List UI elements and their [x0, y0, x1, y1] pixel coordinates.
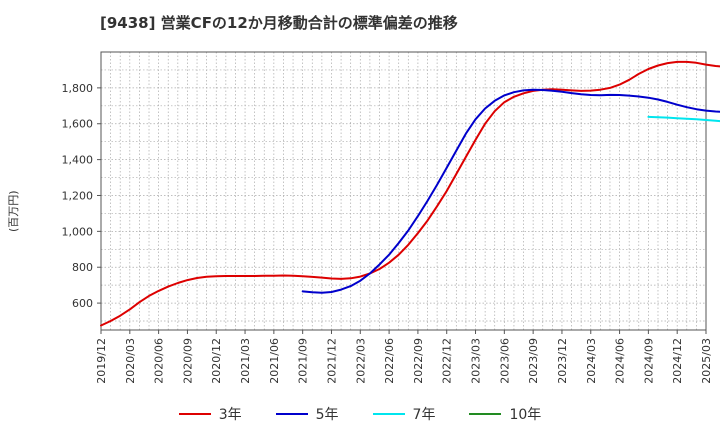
x-tick-label: 2023/09: [527, 338, 540, 384]
x-tick-label: 2024/09: [642, 338, 655, 384]
x-tick-label: 2019/12: [95, 338, 108, 384]
y-tick-label: 800: [72, 261, 93, 274]
y-tick-label: 1,000: [62, 225, 94, 238]
x-tick-label: 2022/12: [441, 338, 454, 384]
x-tick-label: 2021/06: [268, 338, 281, 384]
x-tick-label: 2023/06: [498, 338, 511, 384]
y-tick-label: 1,200: [62, 189, 94, 202]
x-tick-label: 2020/09: [181, 338, 194, 384]
legend-swatch: [469, 413, 502, 415]
x-tick-label: 2022/09: [412, 338, 425, 384]
legend-label: 7年: [412, 407, 436, 423]
y-tick-label: 1,400: [62, 154, 94, 167]
x-tick-label: 2020/06: [153, 338, 166, 384]
x-tick-label: 2020/03: [124, 338, 137, 384]
legend-item-3: 7年: [372, 404, 436, 424]
x-tick-label: 2023/12: [556, 338, 569, 384]
x-tick-label: 2021/03: [239, 338, 252, 384]
series-line-2: [301, 88, 720, 294]
x-tick-label: 2023/03: [470, 338, 483, 384]
series-line-1: [100, 60, 720, 327]
legend-label: 3年: [218, 407, 242, 423]
legend-swatch: [178, 413, 211, 415]
legend-item-4: 10年: [469, 404, 541, 424]
legend-label: 5年: [315, 407, 339, 423]
legend-item-2: 5年: [275, 404, 339, 424]
legend-item-1: 3年: [178, 404, 242, 424]
y-tick-label: 1,600: [62, 118, 94, 131]
x-tick-label: 2024/03: [585, 338, 598, 384]
x-tick-label: 2024/12: [671, 338, 684, 384]
x-tick-label: 2021/12: [325, 338, 338, 384]
x-tick-label: 2020/12: [210, 338, 223, 384]
series-line-3: [647, 115, 720, 123]
y-tick-label: 1,800: [62, 82, 94, 95]
plot-background: [101, 52, 706, 330]
x-tick-label: 2022/03: [354, 338, 367, 384]
x-tick-label: 2025/03: [700, 338, 713, 384]
legend-swatch: [275, 413, 308, 415]
x-tick-label: 2022/06: [383, 338, 396, 384]
chart-title: [9438] 営業CFの12か月移動合計の標準偏差の推移: [100, 14, 458, 32]
chart-area: 600 800 1,000 1,200 1,400 1,600 1,800 2019/12 20…: [62, 51, 720, 384]
x-tick-label: 2024/06: [614, 338, 627, 384]
x-tick-label: 2021/09: [297, 338, 310, 384]
legend-swatch: [372, 413, 405, 415]
legend-label: 10年: [509, 407, 542, 423]
y-tick-label: 600: [72, 297, 93, 310]
legend: 3年 5年 7年 10年: [0, 402, 720, 426]
plot-frame: [100, 51, 707, 331]
